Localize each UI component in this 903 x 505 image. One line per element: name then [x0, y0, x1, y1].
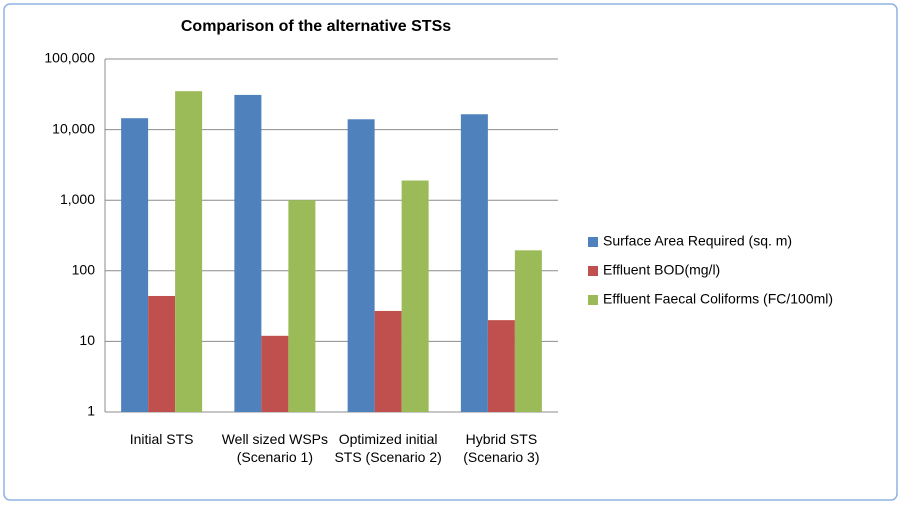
y-tick-label: 100 — [72, 262, 96, 278]
legend-label: Effluent BOD(mg/l) — [603, 262, 720, 278]
legend-label: Effluent Faecal Coliforms (FC/100ml) — [603, 291, 833, 307]
legend-swatch — [588, 266, 598, 276]
bar — [234, 94, 262, 413]
bar — [460, 114, 488, 412]
legend-label: Surface Area Required (sq. m) — [603, 233, 792, 249]
bar — [288, 200, 316, 412]
bar — [487, 320, 515, 412]
bar — [514, 250, 542, 412]
y-tick-label: 100,000 — [44, 50, 95, 66]
y-tick-label: 10,000 — [52, 120, 95, 136]
bar — [175, 91, 203, 413]
x-tick-label: Hybrid STS (Scenario 3) — [463, 431, 540, 465]
legend-swatch — [588, 295, 598, 305]
x-tick-label: Initial STS — [129, 431, 194, 447]
y-tick-label: 1 — [87, 403, 95, 419]
chart-title: Comparison of the alternative STSs — [181, 18, 451, 35]
bar — [374, 310, 402, 412]
chart-border — [3, 3, 898, 501]
bar — [347, 119, 375, 413]
bar — [261, 335, 289, 412]
x-tick-label: Optimized initial STS (Scenario 2) — [334, 431, 442, 465]
bar — [401, 180, 429, 412]
bar — [121, 118, 149, 412]
x-tick-label: Well sized WSPs (Scenario 1) — [221, 431, 329, 465]
y-tick-label: 1,000 — [60, 191, 95, 207]
y-tick-label: 10 — [79, 332, 95, 348]
legend-swatch — [588, 237, 598, 247]
bar — [148, 295, 176, 412]
